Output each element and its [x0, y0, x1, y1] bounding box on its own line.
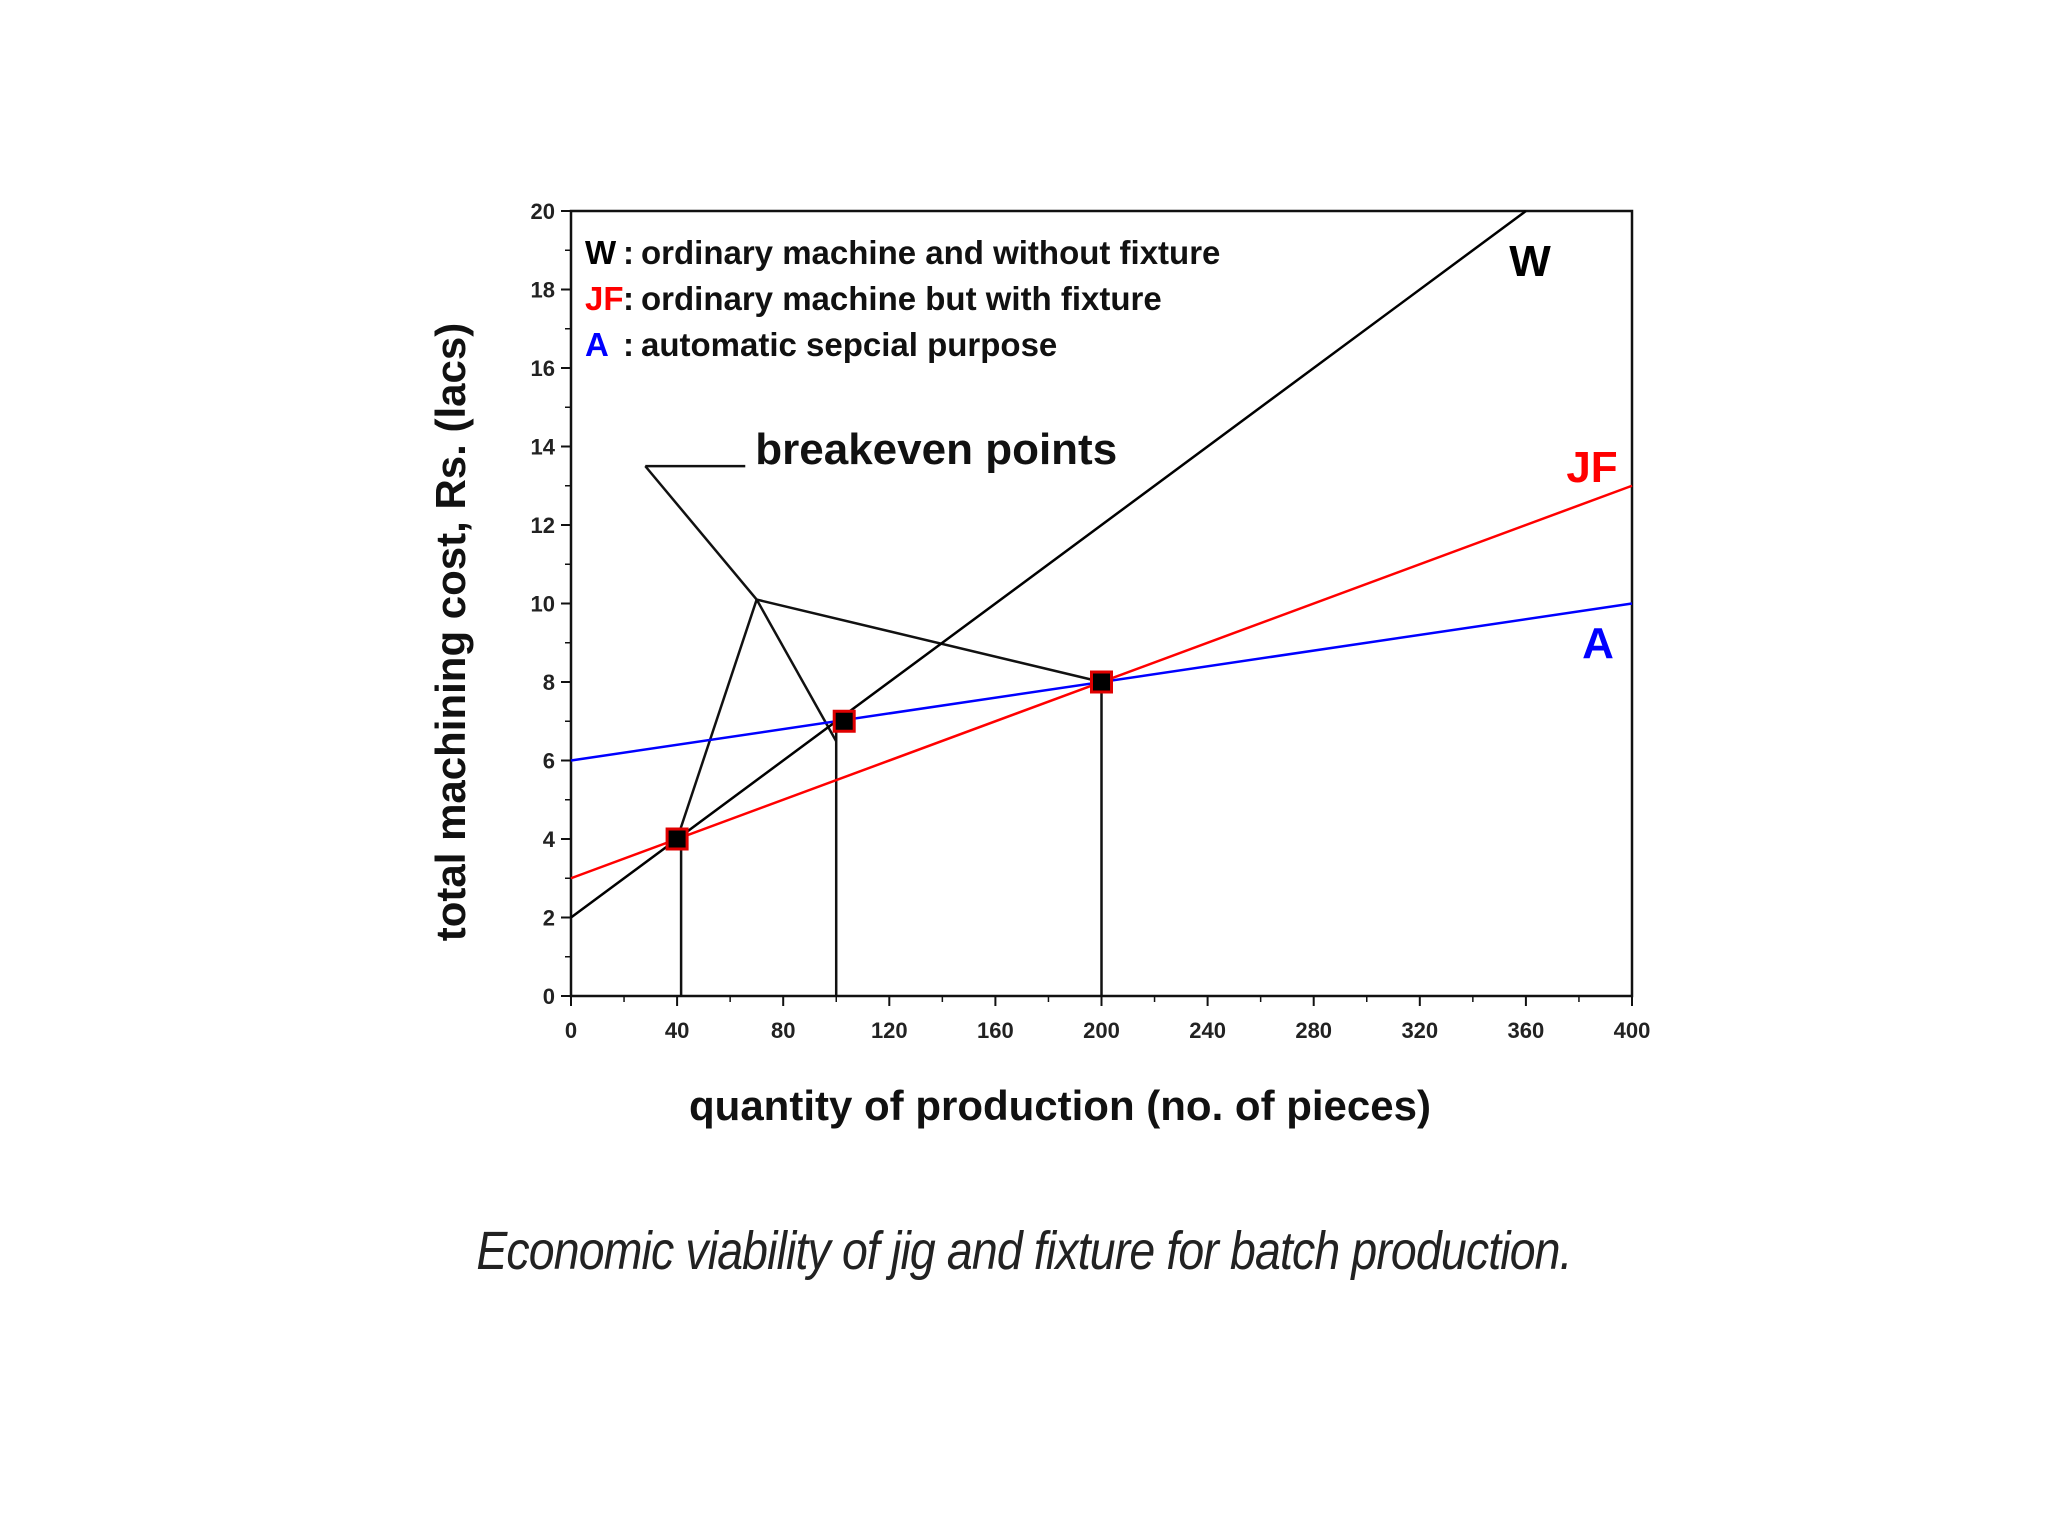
x-tick-label: 80	[771, 1018, 795, 1043]
y-tick-label: 2	[543, 906, 555, 931]
x-tick-label: 160	[977, 1018, 1014, 1043]
series-tag-a: A	[1582, 619, 1614, 668]
breakeven-annotation: breakeven points	[644, 425, 1117, 996]
x-tick-label: 240	[1189, 1018, 1226, 1043]
breakeven-markers	[665, 670, 1113, 851]
breakeven-marker	[832, 709, 856, 733]
y-tick-label: 10	[531, 592, 555, 617]
y-tick-label: 6	[543, 749, 555, 774]
series-line-w	[570, 209, 1527, 919]
y-tick-label: 0	[543, 984, 555, 1009]
breakeven-marker	[1090, 670, 1113, 694]
x-tick-label: 320	[1401, 1018, 1438, 1043]
legend-separator: :	[623, 326, 634, 363]
legend-label-w: ordinary machine and without fixture	[641, 234, 1220, 271]
legend-label-jf: ordinary machine but with fixture	[641, 280, 1162, 317]
annotation-pointer	[675, 599, 758, 840]
legend-separator: :	[623, 280, 634, 317]
y-tick-label: 8	[543, 670, 555, 695]
series-tag-jf: JF	[1566, 443, 1617, 492]
x-tick-label: 120	[871, 1018, 908, 1043]
legend-key-jf: JF	[585, 280, 624, 317]
x-tick-label: 40	[665, 1018, 689, 1043]
x-tick-label: 400	[1614, 1018, 1651, 1043]
series-tag-w: W	[1509, 237, 1551, 286]
axes: 0 40 80 120 160 200 240 280 320 360 400 0 2 4 6 8 10 12 14…	[531, 199, 1651, 1043]
legend-label-a: automatic sepcial purpose	[641, 326, 1057, 363]
x-tick-label: 0	[565, 1018, 577, 1043]
y-tick-label: 14	[531, 435, 556, 460]
legend-key-a: A	[585, 326, 609, 363]
x-tick-label: 360	[1508, 1018, 1545, 1043]
y-tick-label: 18	[531, 278, 555, 303]
annotation-pointer	[644, 465, 758, 601]
annotation-pointer	[755, 598, 838, 742]
annotation-pointer	[756, 598, 1102, 684]
y-tick-label: 4	[543, 827, 556, 852]
x-tick-label: 280	[1295, 1018, 1332, 1043]
y-tick-label: 20	[531, 199, 555, 224]
y-tick-label: 12	[531, 513, 555, 538]
annotation-label: breakeven points	[755, 425, 1117, 474]
figure-caption: Economic viability of jig and fixture fo…	[476, 1221, 1572, 1281]
x-tick-label: 200	[1083, 1018, 1120, 1043]
x-axis-label: quantity of production (no. of pieces)	[689, 1082, 1431, 1129]
y-tick-label: 16	[531, 356, 555, 381]
y-axis-label: total machining cost, Rs. (lacs)	[427, 323, 474, 941]
legend-key-w: W	[585, 234, 617, 271]
legend-separator: :	[623, 234, 634, 271]
axis-labels: quantity of production (no. of pieces) t…	[427, 323, 1431, 1129]
legend: W: ordinary machine and without fixtureJF…	[585, 234, 1220, 363]
breakeven-marker	[665, 827, 689, 851]
